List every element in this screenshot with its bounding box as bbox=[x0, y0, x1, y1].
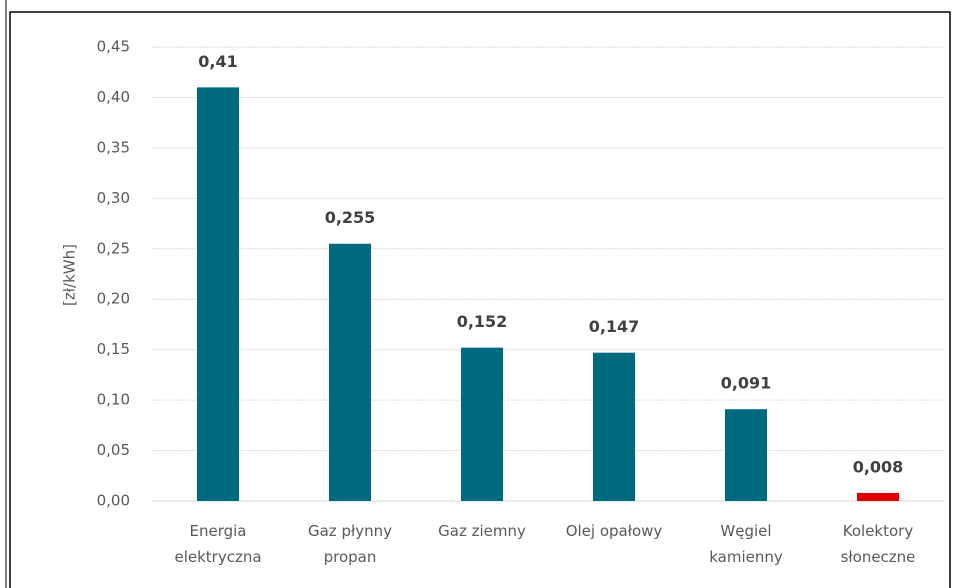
y-tick-label: 0,15 bbox=[97, 340, 130, 358]
value-label: 0,091 bbox=[721, 374, 772, 393]
x-tick-label: Węgiel kamienny bbox=[709, 522, 783, 566]
value-label: 0,008 bbox=[853, 457, 904, 476]
bar bbox=[461, 347, 503, 501]
bar bbox=[725, 409, 767, 501]
x-tick-label: Gaz płynny propan bbox=[307, 522, 392, 566]
y-tick-label: 0,25 bbox=[97, 239, 130, 257]
bar bbox=[329, 243, 371, 501]
bar bbox=[197, 87, 239, 501]
bar bbox=[593, 352, 635, 501]
x-tick-label: Gaz ziemny bbox=[438, 522, 526, 540]
frame bbox=[9, 11, 951, 588]
y-tick-label: 0,35 bbox=[97, 138, 130, 156]
x-tick-label: Energia elektryczna bbox=[174, 522, 262, 566]
x-tick-label: Olej opałowy bbox=[565, 522, 663, 540]
y-tick-label: 0,45 bbox=[97, 38, 130, 56]
y-tick-label: 0,05 bbox=[97, 441, 130, 459]
value-label: 0,255 bbox=[325, 208, 376, 227]
y-tick-label: 0,30 bbox=[97, 189, 130, 207]
y-tick-label: 0,00 bbox=[97, 492, 130, 510]
x-tick-label: Kolektory słoneczne bbox=[840, 522, 916, 566]
bar bbox=[857, 492, 899, 501]
value-label: 0,152 bbox=[457, 312, 508, 331]
y-tick-label: 0,10 bbox=[97, 391, 130, 409]
value-label: 0,147 bbox=[589, 317, 640, 336]
y-axis-title: [zł/kWh] bbox=[61, 244, 79, 306]
y-tick-label: 0,40 bbox=[97, 88, 130, 106]
y-tick-label: 0,20 bbox=[97, 290, 130, 308]
value-label: 0,41 bbox=[198, 52, 237, 71]
